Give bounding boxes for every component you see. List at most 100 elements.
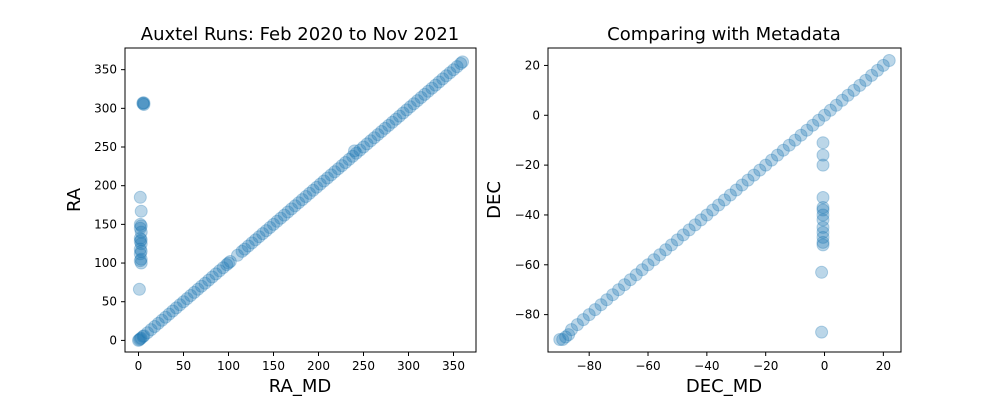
data-point	[245, 236, 259, 250]
data-point	[556, 333, 570, 346]
data-point	[418, 87, 432, 101]
data-point	[270, 214, 284, 228]
data-point	[321, 171, 334, 185]
data-point	[134, 244, 148, 258]
data-point	[364, 134, 378, 148]
data-point	[816, 238, 830, 252]
data-point	[771, 148, 784, 162]
data-point	[670, 233, 684, 247]
data-point	[641, 258, 655, 272]
data-point	[759, 158, 773, 172]
data-point	[812, 113, 826, 127]
data-point	[594, 298, 608, 312]
data-point	[306, 183, 320, 197]
data-point	[360, 137, 374, 151]
data-point	[782, 138, 796, 152]
data-point	[712, 198, 726, 212]
data-point	[718, 193, 731, 207]
data-point	[393, 109, 406, 123]
data-point	[137, 96, 151, 110]
data-point	[288, 199, 302, 213]
plot-title: Auxtel Runs: Feb 2020 to Nov 2021	[141, 24, 459, 45]
data-point	[346, 149, 360, 163]
data-point	[450, 60, 464, 74]
data-point	[403, 100, 417, 114]
y-tick-label: 0	[109, 333, 117, 347]
data-point	[213, 264, 226, 278]
data-point	[132, 333, 145, 347]
y-axis-ticks: 0 50 100 150 200 250 300 350	[94, 63, 125, 347]
x-tick-label: −40	[694, 359, 719, 373]
y-tick-label: −60	[515, 258, 540, 272]
data-point	[576, 313, 590, 327]
data-point	[389, 112, 403, 126]
data-point	[317, 174, 331, 188]
data-point	[220, 258, 234, 272]
x-tick-label: −20	[753, 359, 778, 373]
x-tick-label: 0	[135, 359, 143, 373]
data-point	[223, 255, 237, 268]
data-point	[231, 248, 244, 262]
data-point	[295, 193, 309, 207]
data-point	[436, 72, 450, 86]
data-point	[823, 103, 837, 117]
x-tick-label: 250	[352, 359, 375, 373]
data-point	[396, 106, 410, 120]
data-point	[400, 103, 414, 117]
data-point	[853, 78, 867, 92]
data-point	[252, 230, 266, 244]
y-axis-ticks: −80 −60 −40 −20 0 20	[515, 58, 548, 322]
data-point	[259, 224, 273, 238]
data-point	[815, 325, 829, 339]
data-point	[676, 228, 690, 242]
data-point	[136, 96, 150, 110]
x-axis-ticks: 0 50 100 150 200 250 300 350	[135, 352, 465, 373]
y-tick-label: 350	[94, 63, 117, 77]
data-point	[169, 301, 183, 315]
dec-comparison-plot: Comparing with Metadata −80 −60 −40 −20 0 20 …	[484, 24, 902, 397]
data-point	[249, 233, 262, 247]
data-point	[133, 190, 147, 204]
data-point	[816, 158, 830, 172]
x-axis-label: DEC_MD	[686, 376, 762, 397]
data-point	[134, 219, 148, 233]
data-point	[562, 328, 576, 342]
x-tick-label: 0	[821, 359, 829, 373]
data-point	[829, 98, 843, 112]
data-point	[148, 320, 162, 333]
data-point	[235, 244, 249, 258]
data-point	[342, 152, 356, 166]
x-tick-label: 300	[397, 359, 420, 373]
data-point	[382, 118, 396, 132]
data-point	[191, 282, 205, 296]
data-point	[133, 332, 147, 346]
data-point	[816, 230, 830, 244]
data-point	[432, 75, 446, 89]
data-point	[606, 288, 620, 302]
data-point	[328, 165, 342, 179]
data-point	[816, 225, 830, 239]
plot-title: Comparing with Metadata	[607, 24, 841, 45]
data-point	[700, 208, 714, 222]
data-point	[177, 295, 190, 309]
data-point	[375, 125, 388, 138]
data-point	[353, 143, 367, 157]
data-point	[133, 221, 147, 235]
scatter-points	[553, 54, 896, 346]
data-point	[205, 270, 219, 284]
data-point	[816, 220, 830, 234]
data-point	[443, 66, 457, 80]
data-point	[133, 217, 147, 231]
data-point	[747, 168, 761, 182]
data-point	[277, 208, 291, 222]
data-point	[729, 183, 743, 197]
data-point	[882, 54, 896, 67]
data-point	[132, 282, 146, 296]
y-tick-label: −20	[515, 158, 540, 172]
data-point	[841, 88, 855, 102]
data-point	[425, 81, 439, 95]
data-point	[647, 253, 661, 267]
data-point	[292, 196, 306, 210]
data-point	[159, 310, 172, 324]
data-point	[816, 208, 830, 222]
